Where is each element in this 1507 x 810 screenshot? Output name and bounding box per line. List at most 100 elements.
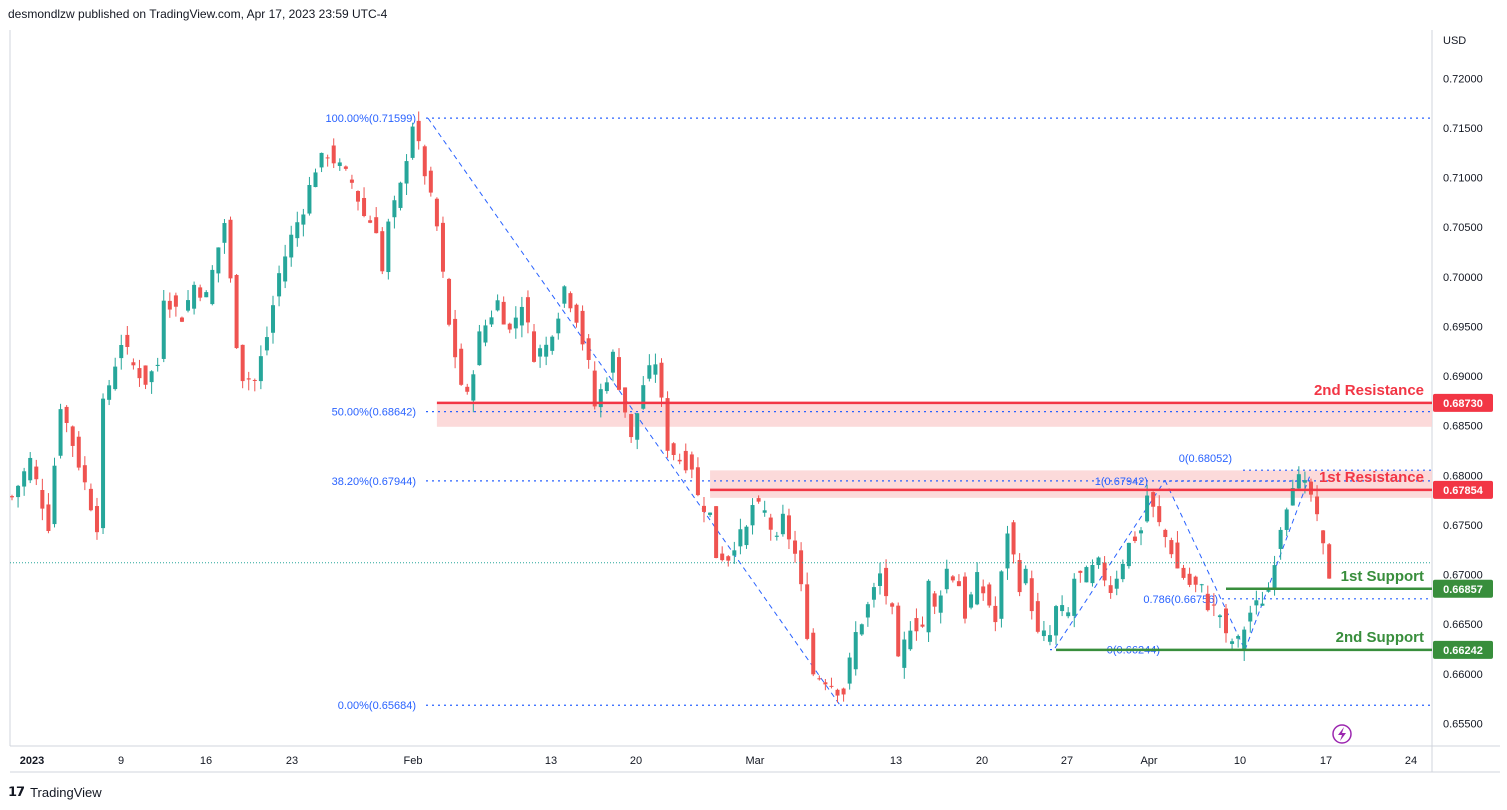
x-tick-label: 24 (1405, 755, 1417, 767)
candle-body (859, 624, 864, 635)
candle-body (592, 370, 597, 407)
candle-body (107, 385, 112, 400)
candle-body (331, 145, 336, 164)
candle-body (1278, 529, 1283, 549)
y-tick-label: 0.70000 (1443, 272, 1483, 284)
candle-body (131, 362, 136, 366)
candle-body (1327, 544, 1332, 579)
candle-body (453, 318, 458, 358)
candle-body (920, 624, 925, 627)
candle-body (1254, 600, 1259, 606)
candle-body (908, 630, 913, 650)
candle-body (404, 161, 409, 184)
candle-body (289, 234, 294, 258)
y-tick-label: 0.69500 (1443, 321, 1483, 333)
candle-body (313, 172, 318, 188)
candle-body (641, 385, 646, 409)
candle-body (319, 152, 324, 168)
x-tick-label: 2023 (20, 755, 44, 767)
candle-body (198, 287, 203, 298)
candle-body (40, 490, 45, 509)
candle-body (1023, 568, 1028, 584)
candle-body (532, 331, 537, 362)
plot-area (10, 30, 1432, 746)
x-tick-label: 20 (976, 755, 988, 767)
candle-body (556, 318, 561, 334)
candle-body (653, 364, 658, 375)
x-tick-label: 16 (200, 755, 212, 767)
candle-body (659, 362, 664, 398)
candle-body (277, 273, 282, 297)
candle-body (1302, 480, 1307, 483)
candle-body (422, 146, 427, 177)
swing-trend-line (1244, 475, 1311, 651)
candle-body (368, 220, 373, 223)
candle-body (914, 618, 919, 632)
candle-body (410, 126, 415, 158)
candle-body (981, 586, 986, 594)
candle-body (750, 505, 755, 526)
candle-body (768, 517, 773, 530)
y-tick-label: 0.66500 (1443, 619, 1483, 631)
candle-body (34, 466, 39, 480)
candle-body (1266, 590, 1271, 592)
candle-body (793, 540, 798, 554)
candle-body (780, 513, 785, 535)
candle-body (271, 305, 276, 333)
candle-body (1217, 615, 1222, 618)
candle-body (143, 365, 148, 385)
candle-body (1211, 604, 1216, 606)
candle-body (708, 512, 713, 515)
candle-body (878, 573, 883, 586)
fib-trend-line (427, 117, 841, 706)
candle-body (1072, 578, 1077, 616)
tradingview-logo-icon[interactable]: 𝟭𝟳 (8, 784, 25, 799)
candle-body (610, 351, 615, 373)
candle-body (774, 535, 779, 537)
candle-body (568, 293, 573, 309)
y-tick-label: 0.71000 (1443, 173, 1483, 185)
candle-body (1321, 530, 1326, 544)
publisher-line: desmondlzw published on TradingView.com,… (8, 7, 388, 21)
candle-body (975, 572, 980, 605)
candle-body (1047, 635, 1052, 642)
candle-body (167, 300, 172, 310)
candle-body (22, 471, 27, 487)
candle-body (1054, 606, 1059, 636)
candle-body (683, 450, 688, 471)
candle-body (447, 278, 452, 325)
candle-body (398, 182, 403, 208)
level-name: 1st Support (1341, 568, 1424, 585)
candle-body (890, 603, 895, 607)
candle-body (204, 292, 209, 298)
candle-body (1035, 601, 1040, 632)
lightning-icon[interactable] (1332, 724, 1352, 744)
candle-body (1114, 578, 1119, 589)
candle-body (94, 506, 99, 533)
level-price-label: 0.68730 (1443, 398, 1483, 410)
candle-body (829, 685, 834, 687)
y-tick-label: 0.68000 (1443, 470, 1483, 482)
brand-label[interactable]: TradingView (30, 784, 102, 800)
candle-body (635, 413, 640, 440)
candle-body (1084, 567, 1089, 583)
candle-body (362, 197, 367, 217)
y-tick-label: 0.65500 (1443, 718, 1483, 730)
candle-body (252, 379, 257, 381)
candle-body (1066, 612, 1071, 617)
candle-body (246, 378, 251, 380)
candle-body (301, 214, 306, 225)
candle-body (161, 300, 166, 359)
candle-body (1132, 536, 1137, 542)
candle-body (720, 553, 725, 561)
level-price-label: 0.67854 (1443, 485, 1484, 497)
candle-body (926, 580, 931, 633)
candle-body (507, 323, 512, 330)
candle-body (337, 162, 342, 166)
candle-body (1230, 641, 1235, 644)
candle-body (459, 348, 464, 385)
candle-body (695, 467, 700, 496)
candle-body (16, 485, 21, 498)
candle-body (179, 317, 184, 322)
